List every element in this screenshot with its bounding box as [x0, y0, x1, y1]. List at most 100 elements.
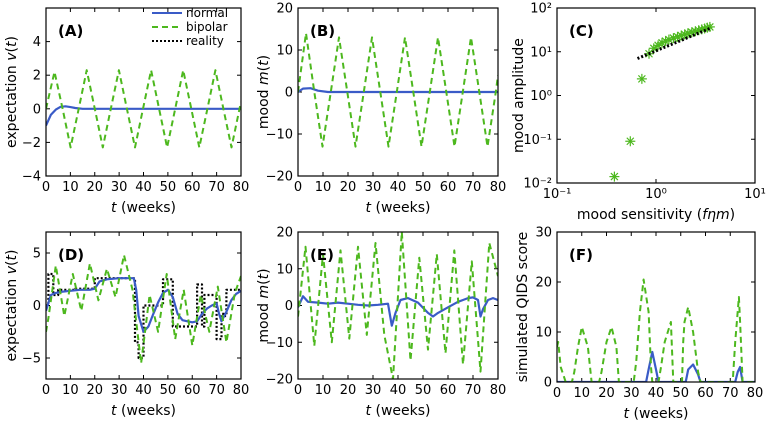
- y-tick-label: −20: [266, 373, 293, 388]
- x-tick-label: 60: [440, 383, 457, 398]
- x-tick-label: 10⁻¹: [543, 187, 572, 202]
- y-tick-label: 30: [535, 226, 552, 241]
- panel-label: (A): [58, 22, 83, 40]
- scatter-point: [636, 73, 647, 84]
- x-tick-label: 0: [553, 386, 561, 401]
- x-tick-label: 40: [648, 386, 665, 401]
- x-tick-label: 50: [160, 180, 177, 195]
- x-tick-label: 20: [598, 386, 615, 401]
- x-axis-label: t (weeks): [111, 200, 176, 216]
- x-tick-label: 60: [184, 383, 201, 398]
- x-tick-label: 60: [184, 180, 201, 195]
- x-tick-label: 10: [315, 383, 332, 398]
- x-axis-label: t (weeks): [111, 403, 176, 419]
- y-tick-label: 0: [544, 376, 552, 391]
- x-tick-label: 80: [747, 386, 764, 401]
- panel-label: (D): [58, 246, 84, 264]
- y-tick-label: 10⁻¹: [523, 133, 552, 148]
- x-tick-label: 20: [340, 383, 357, 398]
- y-tick-label: −10: [266, 128, 293, 143]
- x-axis-label: t (weeks): [624, 406, 689, 422]
- x-axis-label: t (weeks): [366, 200, 431, 216]
- y-tick-label: 0: [285, 86, 293, 101]
- plot-frame: [45, 7, 242, 177]
- panel-d: 0 10 20 30 40 50 60 70 80 −5 0 5 (D) t (weeks) expecta…: [4, 231, 250, 419]
- scatter-point: [704, 21, 715, 32]
- x-tick-label: 10⁰: [645, 187, 667, 202]
- y-tick-label: 20: [276, 2, 293, 17]
- series-normal-line: [46, 277, 241, 333]
- x-tick-label: 80: [233, 383, 250, 398]
- series-normal-line: [557, 350, 755, 382]
- y-tick-label: −5: [22, 352, 41, 367]
- x-tick-label: 80: [490, 180, 507, 195]
- x-tick-label: 50: [415, 383, 432, 398]
- y-tick-label: 10⁰: [530, 89, 552, 104]
- x-tick-label: 40: [135, 180, 152, 195]
- y-tick-label: 10⁻²: [523, 177, 552, 192]
- series-fit-line: [636, 26, 712, 60]
- x-tick-label: 10: [62, 180, 79, 195]
- x-tick-label: 10¹: [744, 187, 766, 202]
- plot-frame: [556, 7, 756, 184]
- y-axis-label: mood m(t): [256, 268, 272, 342]
- panel-label: (C): [569, 22, 594, 40]
- y-tick-label: 10¹: [530, 45, 552, 60]
- x-tick-label: 30: [623, 386, 640, 401]
- y-tick-label: 10: [276, 44, 293, 59]
- x-tick-label: 40: [390, 383, 407, 398]
- x-tick-label: 40: [390, 180, 407, 195]
- y-tick-label: −10: [266, 336, 293, 351]
- series-bipolar-line: [46, 254, 241, 365]
- x-tick-label: 0: [42, 180, 50, 195]
- x-axis-label: t (weeks): [366, 403, 431, 419]
- series-bipolar-line: [46, 69, 241, 149]
- y-axis-label: expectation v(t): [4, 250, 20, 362]
- series-bipolar-line: [298, 232, 498, 379]
- y-axis-label: simulated QIDS score: [515, 232, 531, 383]
- series-normal-line: [46, 105, 241, 127]
- plot-frame: [297, 231, 499, 380]
- y-tick-label: 20: [276, 226, 293, 241]
- series-normal-line: [298, 87, 498, 94]
- panel-e: 0 10 20 30 40 50 60 70 80 −20 −10 0 10 20 (E) t (weeks)…: [256, 226, 506, 420]
- x-tick-label: 50: [672, 386, 689, 401]
- x-tick-label: 0: [42, 383, 50, 398]
- panel-label: (E): [310, 246, 334, 264]
- x-tick-label: 80: [490, 383, 507, 398]
- series-reality-line: [46, 272, 241, 360]
- panel-b: 0 10 20 30 40 50 60 70 80 −20 −10 0 10 20 (B) t (weeks)…: [256, 2, 506, 217]
- series-bipolar-line: [557, 278, 755, 382]
- y-tick-label: 10: [535, 326, 552, 341]
- series-bipolar-line: [298, 32, 498, 148]
- legend-reality-label: reality: [186, 34, 224, 48]
- panel-f: 0 10 20 30 40 50 60 70 80 0 10 20 30 (F) t (weeks) simu…: [515, 226, 763, 423]
- x-tick-label: 70: [722, 386, 739, 401]
- y-tick-label: 10²: [530, 2, 552, 17]
- panel-a: 0 10 20 30 40 50 60 70 80 −4 −2 0 2 4 (A) t (weeks) expe…: [4, 7, 250, 216]
- y-tick-label: 0: [285, 299, 293, 314]
- legend: normal bipolar reality: [152, 6, 228, 48]
- x-axis-label: mood sensitivity (fηm): [577, 207, 735, 223]
- x-tick-label: 0: [294, 180, 302, 195]
- x-tick-label: 10: [62, 383, 79, 398]
- x-tick-label: 30: [365, 180, 382, 195]
- y-tick-label: 20: [535, 276, 552, 291]
- x-tick-label: 50: [415, 180, 432, 195]
- x-tick-label: 60: [697, 386, 714, 401]
- y-tick-label: −2: [22, 136, 41, 151]
- x-tick-label: 10: [573, 386, 590, 401]
- plot-frame: [556, 231, 756, 383]
- x-tick-label: 70: [465, 180, 482, 195]
- x-tick-label: 70: [208, 180, 225, 195]
- legend-bipolar-label: bipolar: [186, 20, 228, 34]
- x-tick-label: 80: [233, 180, 250, 195]
- y-axis-label: expectation v(t): [4, 36, 20, 148]
- x-tick-label: 50: [160, 383, 177, 398]
- panel-label: (F): [569, 246, 593, 264]
- y-tick-label: 5: [33, 247, 41, 262]
- plot-frame: [297, 7, 499, 177]
- x-tick-label: 70: [208, 383, 225, 398]
- y-axis-label: mood m(t): [256, 55, 272, 129]
